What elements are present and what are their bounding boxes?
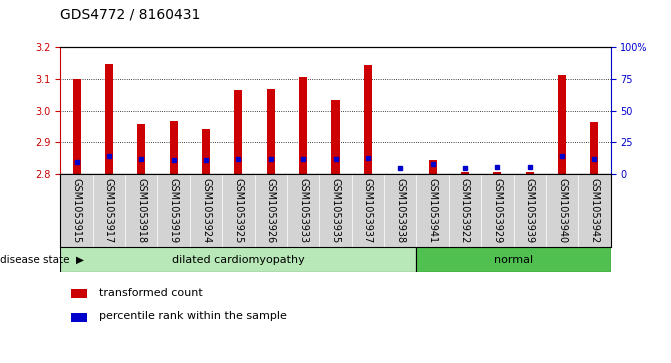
Text: GSM1053935: GSM1053935 [331,178,340,243]
Text: normal: normal [494,254,533,265]
Bar [267,89,275,174]
Text: GSM1053941: GSM1053941 [427,178,437,243]
Bar [493,172,501,174]
Text: GSM1053942: GSM1053942 [589,178,599,243]
Bar [558,75,566,174]
Bar [364,65,372,174]
Text: GSM1053918: GSM1053918 [136,178,146,243]
Bar [170,121,178,174]
Text: GSM1053925: GSM1053925 [234,178,244,243]
Text: GDS4772 / 8160431: GDS4772 / 8160431 [60,8,201,22]
Bar [138,125,146,174]
Bar [60,247,417,272]
Text: GSM1053937: GSM1053937 [363,178,373,243]
Bar [331,99,340,174]
Text: GSM1053917: GSM1053917 [104,178,114,243]
Bar [71,313,87,322]
Text: GSM1053929: GSM1053929 [493,178,503,243]
Text: GSM1053938: GSM1053938 [395,178,405,243]
Bar [525,172,533,174]
Text: disease state  ▶: disease state ▶ [0,254,84,265]
Text: GSM1053922: GSM1053922 [460,178,470,243]
Bar [429,160,437,174]
Text: GSM1053919: GSM1053919 [168,178,178,243]
Text: dilated cardiomyopathy: dilated cardiomyopathy [172,254,305,265]
Text: GSM1053915: GSM1053915 [72,178,82,243]
Bar [72,79,81,174]
Text: GSM1053933: GSM1053933 [298,178,308,243]
Text: transformed count: transformed count [99,288,203,298]
Text: GSM1053926: GSM1053926 [266,178,276,243]
Bar [461,172,469,174]
Text: percentile rank within the sample: percentile rank within the sample [99,311,287,321]
Bar [417,247,611,272]
Text: GSM1053940: GSM1053940 [557,178,567,243]
Bar [202,129,210,174]
Bar [299,77,307,174]
Bar [590,122,599,174]
Bar [234,90,242,174]
Text: GSM1053924: GSM1053924 [201,178,211,243]
Bar [71,289,87,298]
Bar [105,64,113,174]
Text: GSM1053939: GSM1053939 [525,178,535,243]
